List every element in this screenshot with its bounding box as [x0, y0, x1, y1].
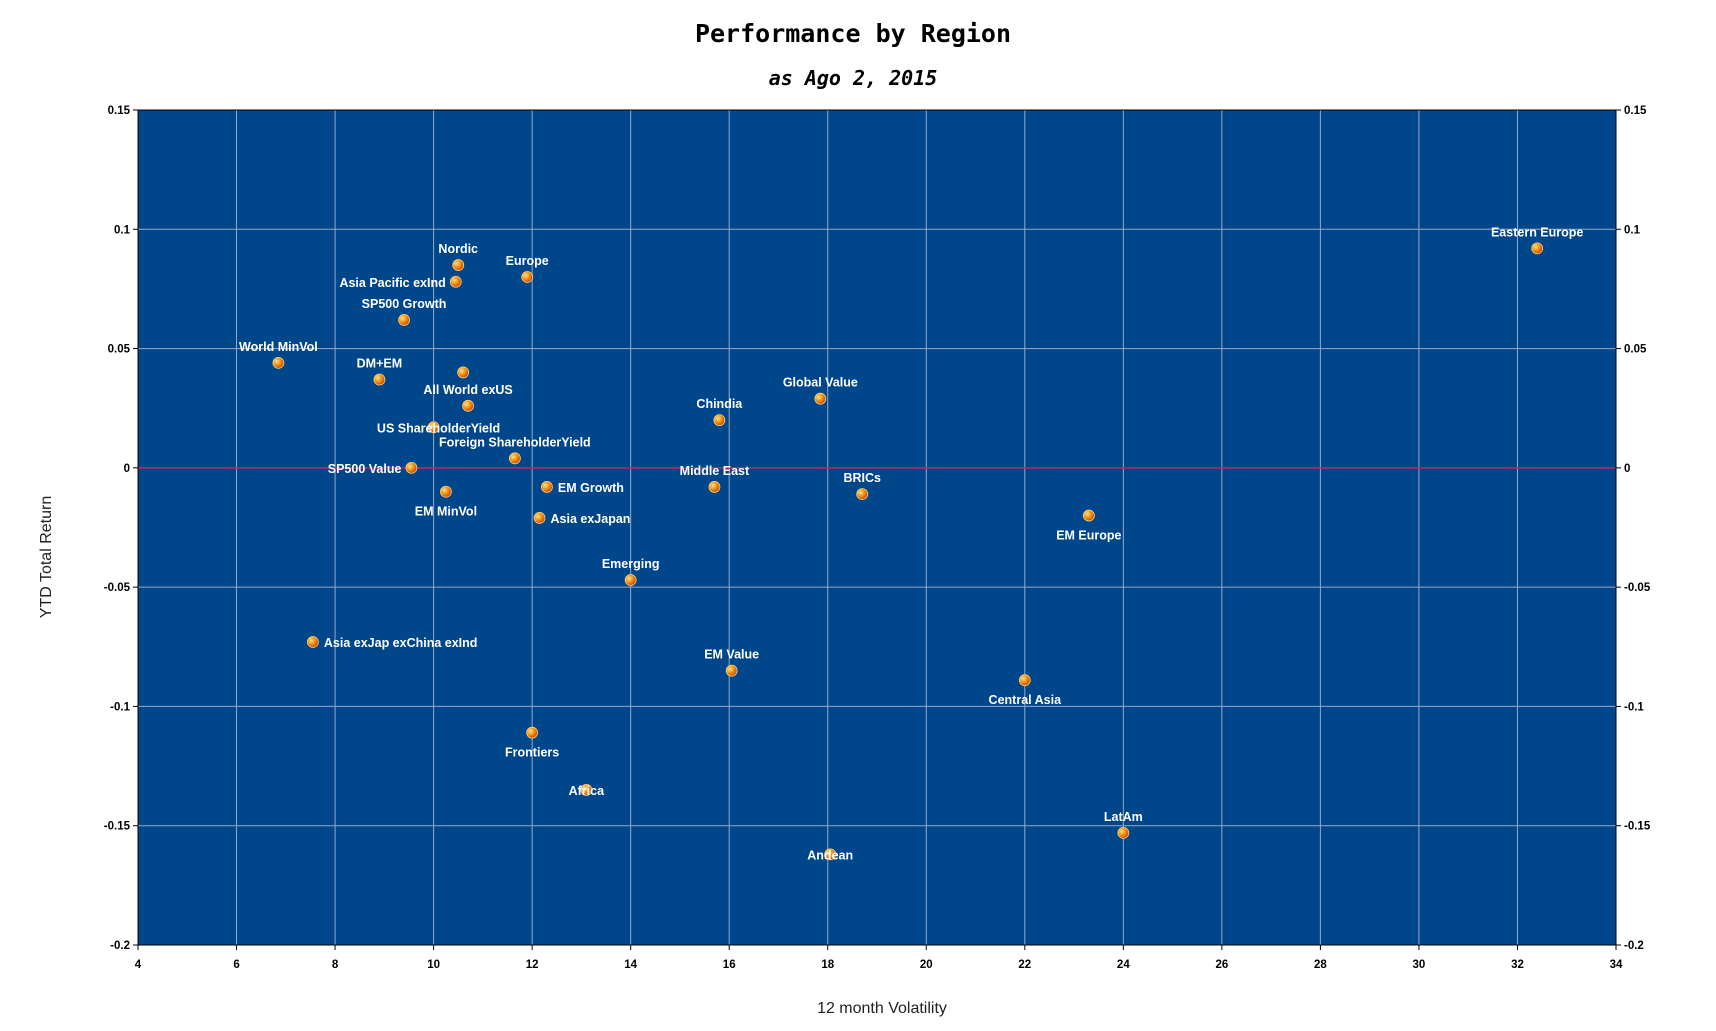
y-tick-label-right: 0.1 [1624, 224, 1641, 236]
x-tick-label: 10 [427, 959, 440, 971]
data-point [708, 481, 721, 493]
data-label: EM Europe [1056, 529, 1121, 543]
data-point [1531, 242, 1544, 255]
data-label: Middle East [680, 464, 750, 478]
data-label: LatAm [1104, 810, 1143, 824]
data-point [814, 392, 827, 405]
x-tick-label: 24 [1117, 959, 1130, 971]
data-label: Global Value [783, 376, 858, 390]
data-label: Andean [807, 848, 853, 862]
chart-title: Performance by Region [695, 19, 1011, 48]
plot-area [138, 110, 1616, 945]
x-tick-label: 34 [1610, 959, 1623, 971]
x-tick-label: 20 [920, 959, 933, 971]
data-label: EM MinVol [415, 505, 477, 519]
data-label: SP500 Growth [362, 297, 447, 311]
y-tick-label-right: -0.1 [1624, 701, 1644, 713]
data-point [713, 414, 726, 427]
x-tick-label: 8 [332, 959, 339, 971]
data-point [405, 461, 418, 474]
x-tick-label: 12 [526, 959, 539, 971]
data-label: DM+EM [357, 357, 403, 371]
data-label: Europe [506, 254, 549, 268]
data-points: Eastern Europe Nordic Europe Asia Pacific e… [239, 225, 1583, 862]
data-label: SP500 Value [328, 462, 402, 476]
y-axis-label: YTD Total Return [38, 496, 55, 618]
y-tick-label-right: 0 [1624, 463, 1630, 475]
data-label: Nordic [438, 242, 478, 256]
data-point [1018, 674, 1031, 687]
y-tick-label-left: -0.15 [104, 821, 131, 833]
y-tick-label-right: -0.15 [1624, 821, 1651, 833]
data-label: World MinVol [239, 340, 318, 354]
data-label: Eastern Europe [1491, 225, 1583, 239]
data-point [272, 356, 285, 369]
data-point [398, 314, 410, 326]
grid-lines [138, 110, 1616, 945]
data-point [533, 512, 546, 524]
y-tick-label-left: 0.15 [108, 105, 131, 117]
data-point [580, 784, 593, 796]
data-point [521, 271, 534, 283]
x-axis-label: 12 month Volatility [817, 1000, 947, 1017]
data-point [508, 452, 521, 465]
data-label: BRICs [843, 471, 881, 485]
data-point [462, 399, 474, 412]
y-tick-label-left: -0.05 [104, 582, 131, 594]
x-tick-label: 4 [135, 959, 142, 971]
data-label: Africa [569, 784, 605, 798]
data-label: All World exUS [423, 383, 512, 397]
y-tick-label-left: -0.2 [110, 940, 130, 952]
data-label: Emerging [602, 557, 660, 571]
data-label: Central Asia [989, 693, 1063, 707]
data-label: Chindia [696, 397, 743, 411]
data-point [452, 259, 465, 271]
data-point [306, 636, 319, 648]
y-tick-label-right: -0.05 [1624, 582, 1651, 594]
x-tick-label: 28 [1314, 959, 1327, 971]
data-label: Asia exJapan [551, 512, 631, 526]
data-point [449, 275, 462, 288]
x-tick-label: 32 [1511, 959, 1524, 971]
y-tick-label-left: 0.1 [114, 224, 131, 236]
y-tick-label-right: 0.05 [1624, 344, 1647, 356]
data-point [824, 848, 837, 861]
data-point [457, 366, 470, 379]
y-tick-label-left: -0.1 [110, 701, 130, 713]
x-tick-label: 6 [233, 959, 239, 971]
y-tick-label-right: 0.15 [1624, 105, 1647, 117]
x-tick-label: 30 [1413, 959, 1426, 971]
data-label: EM Growth [558, 481, 624, 495]
data-point [624, 574, 637, 586]
data-point [1082, 509, 1095, 522]
data-label: EM Value [704, 648, 759, 662]
data-label: Asia exJap exChina exInd [324, 636, 478, 650]
data-point [526, 726, 539, 739]
data-label: Asia Pacific exInd [339, 276, 445, 290]
x-tick-label: 26 [1215, 959, 1228, 971]
data-label: Frontiers [505, 746, 559, 760]
y-tick-label-left: 0.05 [108, 344, 131, 356]
data-point [427, 421, 440, 434]
data-point [856, 488, 869, 501]
data-point [725, 664, 738, 677]
data-point [541, 481, 553, 493]
data-label: US ShareholderYield [377, 421, 500, 435]
chart-subtitle: as Ago 2, 2015 [769, 66, 938, 90]
data-point [1117, 826, 1130, 839]
x-tick-label: 14 [624, 959, 637, 971]
data-point [440, 485, 452, 498]
data-point [373, 373, 386, 386]
data-label: Foreign ShareholderYield [439, 435, 591, 449]
plot-border [137, 109, 1617, 946]
x-tick-label: 22 [1018, 959, 1031, 971]
x-tick-label: 16 [723, 959, 736, 971]
axes: 4 6 8 10 12 14 16 18 20 22 24 26 28 30 32 34 0.15 0.15 0.1… [104, 105, 1651, 971]
y-tick-label-right: -0.2 [1624, 940, 1644, 952]
y-tick-label-left: 0 [124, 463, 130, 475]
x-tick-label: 18 [821, 959, 834, 971]
